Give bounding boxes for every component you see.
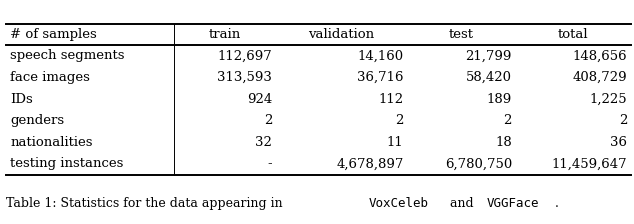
Text: 313,593: 313,593 — [217, 71, 272, 84]
Text: testing instances: testing instances — [10, 157, 124, 170]
Text: face images: face images — [10, 71, 90, 84]
Text: VGGFace: VGGFace — [487, 197, 539, 210]
Text: IDs: IDs — [10, 93, 33, 106]
Text: 18: 18 — [495, 136, 512, 149]
Text: -: - — [268, 157, 272, 170]
Text: VoxCeleb: VoxCeleb — [368, 197, 429, 210]
Text: test: test — [449, 28, 474, 41]
Text: genders: genders — [10, 114, 64, 127]
Text: 112: 112 — [378, 93, 403, 106]
Text: 36: 36 — [610, 136, 627, 149]
Text: 32: 32 — [255, 136, 272, 149]
Text: nationalities: nationalities — [10, 136, 93, 149]
Text: # of samples: # of samples — [10, 28, 97, 41]
Text: 6,780,750: 6,780,750 — [444, 157, 512, 170]
Text: speech segments: speech segments — [10, 50, 125, 62]
Text: 148,656: 148,656 — [573, 50, 627, 62]
Text: 2: 2 — [503, 114, 512, 127]
Text: 2: 2 — [619, 114, 627, 127]
Text: 11: 11 — [387, 136, 403, 149]
Text: Table 1: Statistics for the data appearing in: Table 1: Statistics for the data appeari… — [6, 197, 287, 210]
Text: 2: 2 — [395, 114, 403, 127]
Text: 924: 924 — [247, 93, 272, 106]
Text: 189: 189 — [487, 93, 512, 106]
Text: train: train — [209, 28, 241, 41]
Text: 112,697: 112,697 — [217, 50, 272, 62]
Text: 2: 2 — [264, 114, 272, 127]
Text: 14,160: 14,160 — [358, 50, 403, 62]
Text: .: . — [554, 197, 559, 210]
Text: 36,716: 36,716 — [357, 71, 403, 84]
Text: 4,678,897: 4,678,897 — [336, 157, 403, 170]
Text: 408,729: 408,729 — [573, 71, 627, 84]
Text: 58,420: 58,420 — [466, 71, 512, 84]
Text: 1,225: 1,225 — [590, 93, 627, 106]
Text: validation: validation — [309, 28, 375, 41]
Text: 11,459,647: 11,459,647 — [552, 157, 627, 170]
Text: and: and — [446, 197, 477, 210]
Text: total: total — [558, 28, 588, 41]
Text: 21,799: 21,799 — [465, 50, 512, 62]
